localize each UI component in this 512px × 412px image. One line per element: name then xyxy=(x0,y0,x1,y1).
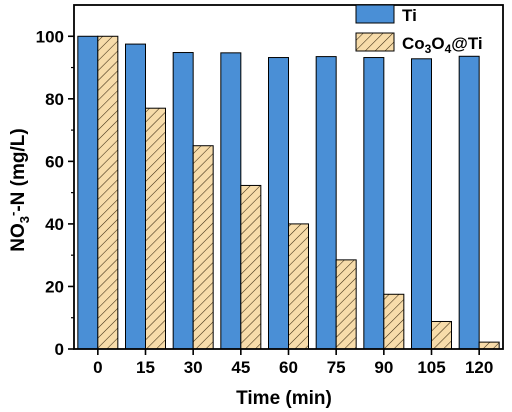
y-tick-label-100: 100 xyxy=(36,27,64,46)
y-axis-title: NO3--N (mg/L) xyxy=(5,128,32,251)
bar-series0-90 xyxy=(363,57,385,350)
bar-series0-60 xyxy=(268,57,289,350)
legend-label-co3o4: Co3O4@Ti xyxy=(402,34,483,56)
bar-series0-30 xyxy=(172,52,194,350)
legend: Ti Co3O4@Ti xyxy=(355,4,483,56)
bar-series0-120 xyxy=(458,55,480,350)
bar-series1-90 xyxy=(383,293,405,350)
bar-series0-75 xyxy=(315,56,337,350)
bar-series1-60 xyxy=(288,223,309,350)
bar-series0-15 xyxy=(125,43,146,350)
x-axis-title: Time (min) xyxy=(236,388,332,409)
bar-series1-45 xyxy=(240,184,262,350)
x-tick-label-105: 105 xyxy=(417,358,445,377)
x-tick-label-120: 120 xyxy=(465,358,493,377)
bar-series0-0 xyxy=(77,35,99,350)
x-tick-label-90: 90 xyxy=(374,358,393,377)
bar-series0-45 xyxy=(220,52,242,350)
y-axis-title-sub: 3 xyxy=(17,216,32,223)
y-axis-title-sup: - xyxy=(5,212,20,216)
legend-label-ti: Ti xyxy=(402,6,417,25)
y-tick-label-80: 80 xyxy=(45,90,64,109)
bar-series1-30 xyxy=(192,145,214,350)
x-tick-label-30: 30 xyxy=(184,358,203,377)
bar-series0-105 xyxy=(411,58,432,350)
x-tick-label-60: 60 xyxy=(279,358,298,377)
y-axis-title-main: NO xyxy=(8,223,29,252)
y-tick-label-20: 20 xyxy=(45,277,64,296)
legend-label-co3o4-part2: O xyxy=(431,34,444,53)
x-tick-label-45: 45 xyxy=(231,358,250,377)
y-tick-label-60: 60 xyxy=(45,152,64,171)
x-tick-label-75: 75 xyxy=(327,358,346,377)
x-tick-label-15: 15 xyxy=(136,358,155,377)
y-tick-label-0: 0 xyxy=(55,340,64,359)
y-axis-title-rest: -N (mg/L) xyxy=(8,128,29,211)
legend-label-co3o4-part1: Co xyxy=(402,34,425,53)
bars-group xyxy=(77,35,500,350)
legend-label-co3o4-sub1: 3 xyxy=(425,42,432,56)
legend-label-co3o4-sub2: 4 xyxy=(445,42,452,56)
ticks-group: 0 15 30 45 60 75 90 105 120 0 20 40 60 80 100 xyxy=(36,27,494,377)
bar-series1-105 xyxy=(431,320,452,350)
legend-label-co3o4-part3: @Ti xyxy=(451,34,482,53)
y-tick-label-40: 40 xyxy=(45,215,64,234)
bar-series1-15 xyxy=(145,107,166,350)
legend-swatch-co3o4 xyxy=(355,32,395,52)
bar-series1-120 xyxy=(478,341,500,350)
legend-swatch-ti xyxy=(355,4,395,24)
x-tick-label-0: 0 xyxy=(93,358,102,377)
bar-series1-75 xyxy=(335,259,357,350)
bar-series1-0 xyxy=(97,35,119,350)
